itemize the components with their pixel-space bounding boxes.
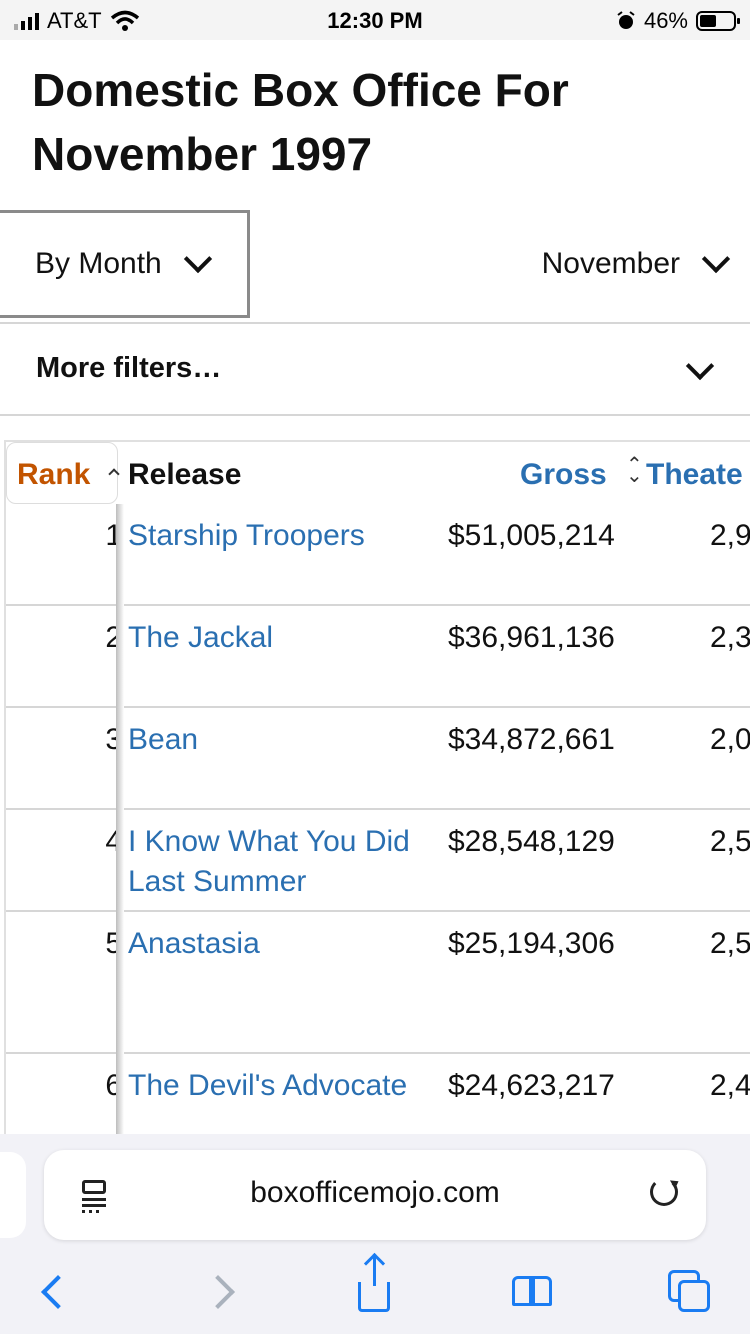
theaters-cell: 2,0	[710, 723, 750, 756]
signal-icon	[14, 12, 39, 30]
release-link[interactable]: Bean	[128, 723, 199, 756]
table-row: 3 Bean $34,872,661 2,0	[6, 708, 750, 810]
wifi-icon	[110, 10, 139, 31]
forward-icon[interactable]	[201, 1275, 235, 1309]
chevron-down-icon	[685, 351, 715, 381]
release-column-header[interactable]: Release	[128, 458, 242, 491]
box-office-table: Rank Release Gross ⌃ ⌄ Theate 1 Starship …	[4, 440, 750, 1136]
reload-icon[interactable]	[650, 1178, 678, 1206]
battery-icon	[696, 11, 740, 31]
release-link[interactable]: Anastasia	[128, 927, 260, 960]
gross-cell: $28,548,129	[448, 825, 615, 858]
battery-percent: 46%	[643, 8, 688, 33]
url-text: boxofficemojo.com	[250, 1176, 500, 1209]
rank-column-header[interactable]: Rank	[6, 442, 118, 504]
browser-toolbar	[0, 1254, 750, 1324]
previous-tab-peek[interactable]	[0, 1152, 26, 1238]
chevron-down-icon	[701, 244, 731, 274]
reader-mode-icon[interactable]	[82, 1180, 108, 1213]
theaters-cell: 2,4	[710, 1069, 750, 1102]
chevron-down-icon	[183, 244, 212, 274]
alarm-icon	[617, 11, 635, 29]
browser-bottom-bar: boxofficemojo.com	[0, 1134, 750, 1334]
tabs-icon[interactable]	[668, 1270, 714, 1312]
status-bar: AT&T 12:30 PM 46%	[0, 0, 750, 40]
period-type-label: By Month	[35, 247, 162, 280]
table-row: 5 Anastasia $25,194,306 2,5	[6, 912, 750, 1054]
theaters-cell: 2,5	[710, 825, 750, 858]
theaters-cell: 2,9	[710, 519, 750, 552]
month-label: November	[541, 247, 680, 280]
page-title: Domestic Box Office For November 1997	[32, 64, 569, 180]
table-header: Rank Release Gross ⌃ ⌄ Theate	[6, 442, 750, 504]
release-link[interactable]: The Jackal	[128, 621, 274, 654]
gross-cell: $36,961,136	[448, 621, 615, 654]
status-left: AT&T	[14, 8, 140, 34]
theaters-cell: 2,5	[710, 927, 750, 960]
carrier-label: AT&T	[47, 8, 102, 33]
more-filters-toggle[interactable]: More filters…	[0, 322, 750, 416]
gross-cell: $51,005,214	[448, 519, 615, 552]
period-type-select[interactable]: By Month	[0, 210, 250, 318]
sort-icon: ⌃ ⌄	[626, 454, 643, 487]
sticky-column-shadow	[116, 504, 124, 1136]
more-filters-label: More filters…	[36, 352, 222, 384]
rank-header-label: Rank	[17, 458, 91, 491]
table-row: 2 The Jackal $36,961,136 2,3	[6, 606, 750, 708]
theaters-column-header[interactable]: Theate	[646, 458, 743, 491]
clock: 12:30 PM	[327, 8, 423, 33]
share-icon[interactable]	[358, 1256, 390, 1312]
gross-cell: $24,623,217	[448, 1069, 615, 1102]
gross-cell: $34,872,661	[448, 723, 615, 756]
release-link[interactable]: I Know What You Did Last Summer	[128, 825, 410, 898]
address-bar[interactable]: boxofficemojo.com	[44, 1150, 706, 1240]
theaters-cell: 2,3	[710, 621, 750, 654]
back-icon[interactable]	[41, 1275, 75, 1309]
gross-column-header[interactable]: Gross	[520, 458, 607, 491]
gross-cell: $25,194,306	[448, 927, 615, 960]
bookmarks-icon[interactable]	[512, 1276, 556, 1308]
table-row: 1 Starship Troopers $51,005,214 2,9	[6, 504, 750, 606]
release-link[interactable]: The Devil's Advocate	[128, 1069, 408, 1102]
table-row: 4 I Know What You Did Last Summer $28,54…	[6, 810, 750, 912]
month-select[interactable]: November	[541, 210, 731, 318]
status-right: 46%	[616, 8, 740, 34]
filters-row: By Month November	[0, 210, 750, 324]
table-row: 6 The Devil's Advocate $24,623,217 2,4	[6, 1054, 750, 1136]
release-link[interactable]: Starship Troopers	[128, 519, 365, 552]
